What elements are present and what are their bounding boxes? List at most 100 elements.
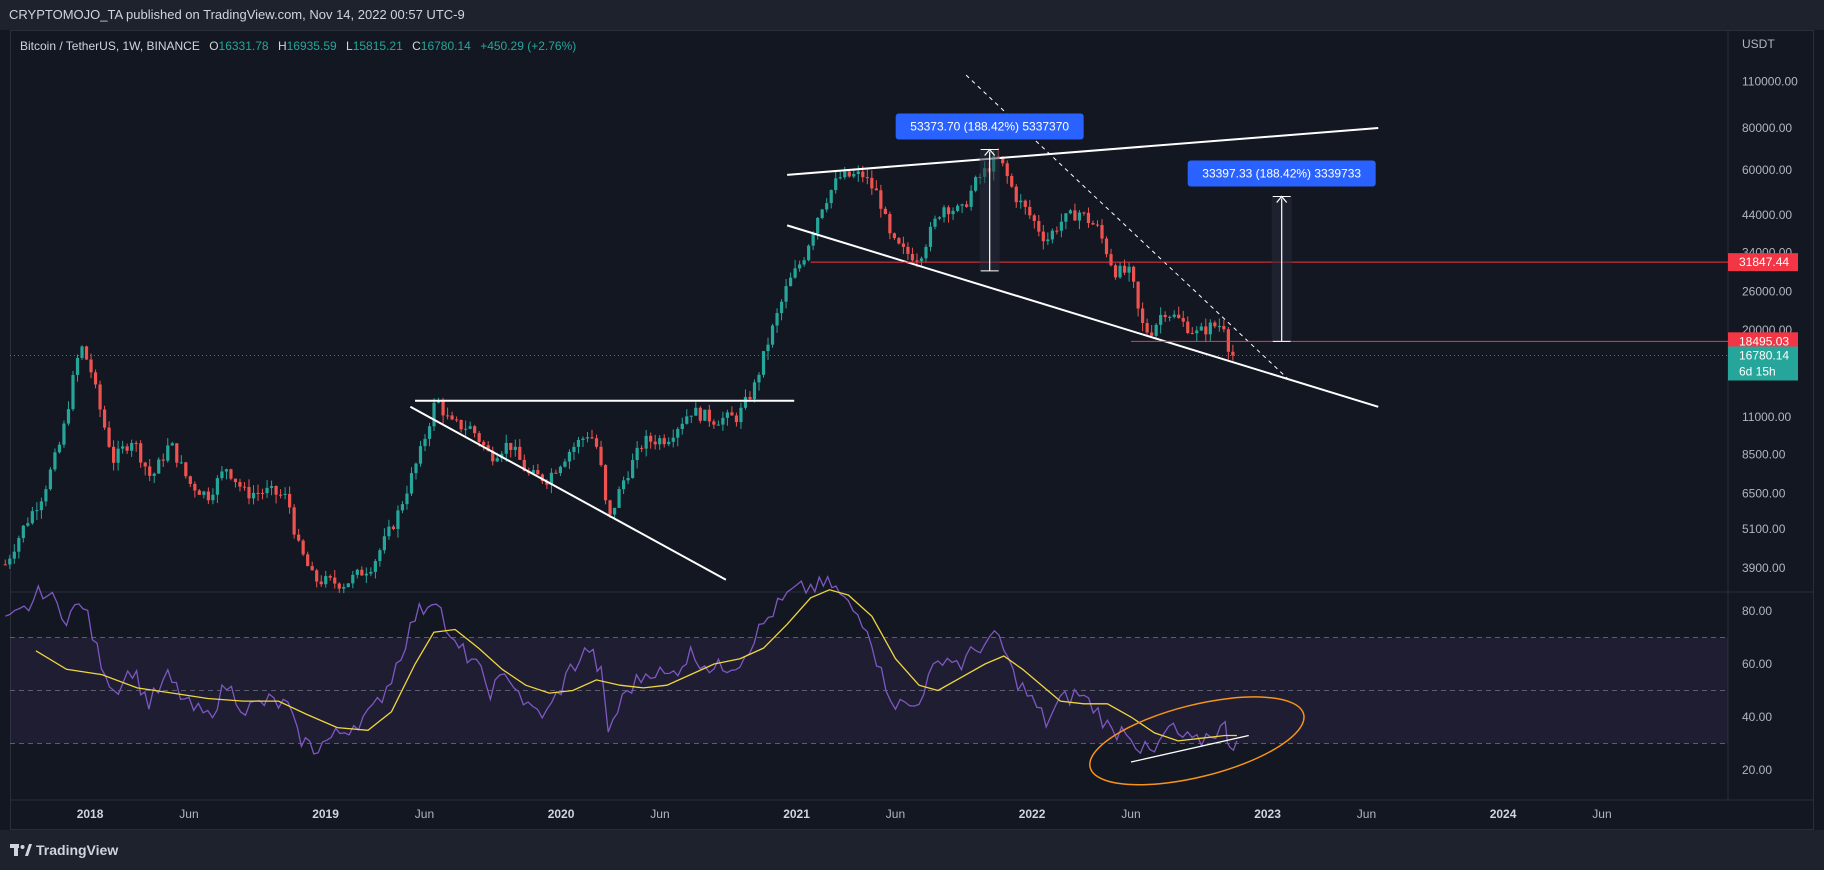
candle-up <box>1127 266 1131 273</box>
candle-down <box>247 486 251 499</box>
candle-down <box>148 466 152 476</box>
candle-up <box>816 217 820 234</box>
level-18495-tag <box>1728 332 1798 351</box>
candle-down <box>1109 254 1113 266</box>
rsi-ma-line <box>35 589 1237 742</box>
time-tick-label: 2018 <box>77 807 104 821</box>
candle-down <box>450 415 454 420</box>
candle-up <box>825 203 829 210</box>
candle-down <box>946 207 951 215</box>
candle-down <box>175 443 179 463</box>
candle-down <box>310 566 314 571</box>
candle-up <box>1068 210 1073 214</box>
candle-down <box>233 478 238 483</box>
candle-up <box>1208 322 1212 335</box>
candle-down <box>455 419 459 421</box>
chart-frame <box>10 30 1814 830</box>
rsi-line <box>5 575 1238 755</box>
candle-down <box>459 420 463 430</box>
candle-down <box>1150 332 1154 336</box>
candle-down <box>536 470 540 475</box>
candle-down <box>482 441 486 446</box>
level-31847-tag <box>1728 253 1798 272</box>
candle-up <box>612 507 617 515</box>
candle-up <box>121 446 125 449</box>
price-tick-label: 6500.00 <box>1742 487 1786 501</box>
low-value: 15815.21 <box>352 39 403 53</box>
candle-up <box>387 526 391 537</box>
candle-up <box>202 491 206 495</box>
candle-up <box>373 561 377 572</box>
candle-down <box>1073 210 1077 221</box>
candle-down <box>865 177 869 179</box>
candle-up <box>66 409 71 424</box>
candle-up <box>382 536 386 551</box>
candle-down <box>892 233 896 239</box>
time-tick-label: Jun <box>179 807 198 821</box>
candle-up <box>166 445 170 461</box>
candle-down <box>306 554 310 567</box>
candle-down <box>1163 314 1167 318</box>
candle-down <box>1104 238 1109 255</box>
candle-up <box>62 423 66 445</box>
candle-down <box>1041 231 1045 242</box>
candle-down <box>278 494 283 496</box>
open-label: O <box>209 39 219 53</box>
candle-down <box>139 443 143 463</box>
price-tick-label: 26000.00 <box>1742 285 1792 299</box>
candles <box>3 148 1235 594</box>
candle-up <box>820 209 824 218</box>
candle-down <box>1190 333 1194 335</box>
tradingview-logo[interactable]: TradingView <box>10 842 130 858</box>
candle-up <box>116 448 120 463</box>
candle-up <box>157 459 161 474</box>
candle-up <box>1172 314 1176 317</box>
candle-up <box>852 173 856 177</box>
candle-down <box>319 581 323 585</box>
candle-up <box>621 480 626 490</box>
candle-down <box>603 465 608 501</box>
candle-up <box>694 407 698 416</box>
candle-up <box>770 325 775 345</box>
last-price-tag-label: 16780.14 <box>1739 348 1789 362</box>
candle-down <box>906 246 910 254</box>
candle-up <box>1077 212 1082 221</box>
candle-up <box>369 571 373 574</box>
close-value: 16780.14 <box>420 39 471 53</box>
candle-up <box>793 268 797 278</box>
candle-up <box>1059 221 1063 231</box>
candle-down <box>1122 265 1127 273</box>
candle-up <box>752 382 757 400</box>
candle-up <box>436 401 441 403</box>
candle-up <box>211 494 215 501</box>
candle-down <box>260 492 265 494</box>
candle-up <box>1019 200 1023 203</box>
candle-up <box>30 511 34 524</box>
candle-down <box>901 243 906 247</box>
candle-down <box>1213 322 1217 327</box>
candle-up <box>807 245 811 261</box>
candle-down <box>1055 230 1059 232</box>
candle-up <box>468 426 472 429</box>
candle-down <box>274 486 278 495</box>
candle-down <box>1010 176 1014 187</box>
time-tick-label: 2024 <box>1490 807 1517 821</box>
symbol-title[interactable]: Bitcoin / TetherUS, 1W, BINANCE <box>20 39 200 53</box>
candle-down <box>554 472 558 474</box>
candle-down <box>84 346 89 360</box>
candle-up <box>170 443 174 446</box>
candle-down <box>594 438 599 447</box>
candle-up <box>951 210 955 215</box>
candle-down <box>897 238 901 244</box>
candle-up <box>224 469 229 472</box>
candle-down <box>107 427 111 447</box>
candle-down <box>184 462 188 477</box>
candle-up <box>80 346 84 358</box>
candle-up <box>48 469 53 490</box>
time-tick-label: 2020 <box>548 807 575 821</box>
candle-down <box>491 450 495 462</box>
candle-down <box>1100 225 1104 239</box>
candle-up <box>725 412 730 418</box>
channel-upper-trendline <box>787 127 1379 176</box>
